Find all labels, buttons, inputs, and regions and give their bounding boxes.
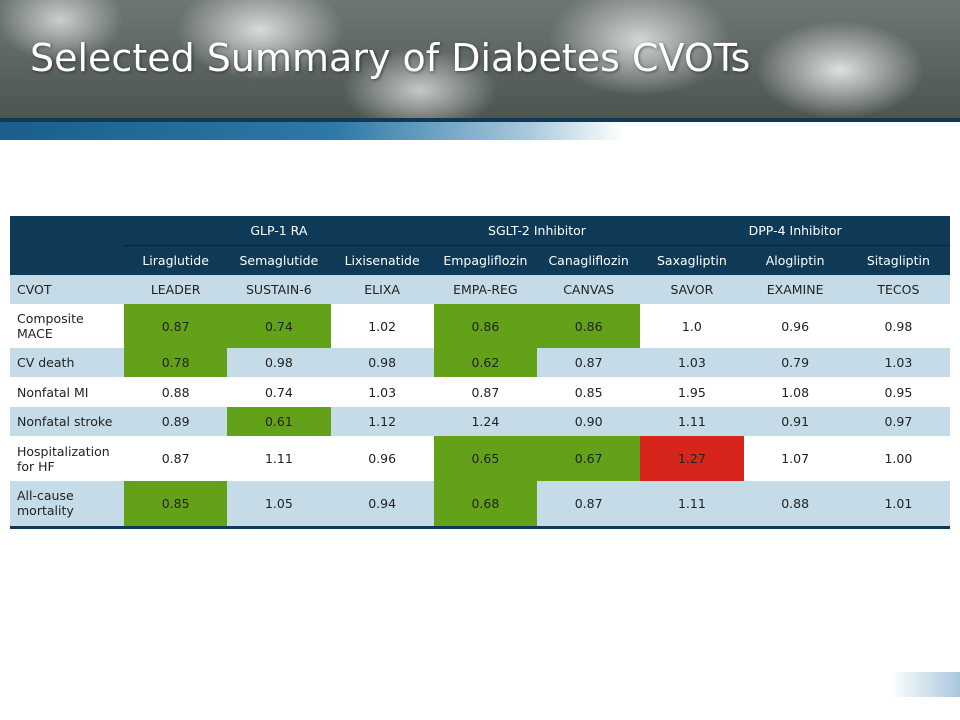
hazard-ratio-cell: 0.87: [433, 377, 537, 407]
header-banner-image: [0, 0, 960, 120]
row-label: All-cause mortality: [10, 481, 124, 527]
drug-header: Semaglutide: [227, 244, 331, 275]
hazard-ratio-cell: 1.11: [227, 436, 331, 481]
cvot-summary-table: GLP-1 RA SGLT-2 Inhibitor DPP-4 Inhibitor L…: [10, 216, 950, 529]
slide-title: Selected Summary of Diabetes CVOTs: [30, 36, 751, 80]
drug-header: Sitagliptin: [846, 244, 950, 275]
hazard-ratio-cell: 1.03: [640, 348, 744, 377]
hazard-ratio-cell: 1.05: [227, 481, 331, 527]
hazard-ratio-cell: 1.03: [330, 377, 434, 407]
table-row: Nonfatal MI 0.88 0.74 1.03 0.87 0.85 1.95 1.08 0…: [10, 377, 950, 407]
empty-header-cell: [10, 216, 124, 245]
trial-name-cell: EXAMINE: [743, 275, 847, 304]
hazard-ratio-cell: 0.98: [227, 348, 331, 377]
hazard-ratio-cell: 0.98: [846, 304, 950, 348]
hazard-ratio-cell: 1.02: [330, 304, 434, 348]
hazard-ratio-cell: 0.89: [124, 407, 228, 436]
hazard-ratio-cell: 1.11: [640, 481, 744, 527]
hazard-ratio-cell: 0.74: [227, 377, 331, 407]
table-row: Composite MACE 0.87 0.74 1.02 0.86 0.86 1.0 0.9…: [10, 304, 950, 348]
hazard-ratio-cell: 1.27: [640, 436, 744, 481]
hazard-ratio-cell: 1.95: [640, 377, 744, 407]
trial-name-cell: SAVOR: [640, 275, 744, 304]
drug-header: Alogliptin: [743, 244, 847, 275]
drug-header: Liraglutide: [124, 244, 228, 275]
trial-name-cell: ELIXA: [330, 275, 434, 304]
hazard-ratio-cell: 0.87: [124, 436, 228, 481]
header-accent-bar: [0, 118, 960, 140]
table-row: Hospitalization for HF 0.87 1.11 0.96 0.65 0.…: [10, 436, 950, 481]
hazard-ratio-cell: 0.86: [537, 304, 641, 348]
trial-name-cell: LEADER: [124, 275, 228, 304]
hazard-ratio-cell: 0.67: [537, 436, 641, 481]
hazard-ratio-cell: 1.01: [846, 481, 950, 527]
drug-header: Lixisenatide: [330, 244, 434, 275]
hazard-ratio-cell: 1.24: [433, 407, 537, 436]
drug-header: Canagliflozin: [537, 244, 641, 275]
hazard-ratio-cell: 0.87: [537, 481, 641, 527]
hazard-ratio-cell: 0.98: [330, 348, 434, 377]
row-label: Nonfatal stroke: [10, 407, 124, 436]
hazard-ratio-cell: 0.86: [433, 304, 537, 348]
hazard-ratio-cell: 1.03: [846, 348, 950, 377]
hazard-ratio-cell: 0.90: [537, 407, 641, 436]
hazard-ratio-cell: 0.88: [743, 481, 847, 527]
hazard-ratio-cell: 0.97: [846, 407, 950, 436]
row-label: Composite MACE: [10, 304, 124, 348]
hazard-ratio-cell: 1.12: [330, 407, 434, 436]
table-row: All-cause mortality 0.85 1.05 0.94 0.68 0.87 1…: [10, 481, 950, 527]
hazard-ratio-cell: 0.61: [227, 407, 331, 436]
trial-name-cell: TECOS: [846, 275, 950, 304]
table-row: Nonfatal stroke 0.89 0.61 1.12 1.24 0.90 1.11 0…: [10, 407, 950, 436]
hazard-ratio-cell: 0.87: [124, 304, 228, 348]
hazard-ratio-cell: 0.87: [537, 348, 641, 377]
hazard-ratio-cell: 0.94: [330, 481, 434, 527]
hazard-ratio-cell: 1.00: [846, 436, 950, 481]
empty-header-cell: [10, 245, 124, 275]
row-label: CVOT: [10, 275, 124, 304]
hazard-ratio-cell: 0.95: [846, 377, 950, 407]
drug-class-header: GLP-1 RA: [124, 216, 434, 245]
hazard-ratio-cell: 0.96: [330, 436, 434, 481]
hazard-ratio-cell: 0.79: [743, 348, 847, 377]
hazard-ratio-cell: 0.85: [537, 377, 641, 407]
hazard-ratio-cell: 0.68: [433, 481, 537, 527]
hazard-ratio-cell: 0.65: [433, 436, 537, 481]
hazard-ratio-cell: 0.96: [743, 304, 847, 348]
drug-class-header: DPP-4 Inhibitor: [640, 216, 950, 245]
drug-header-row: Liraglutide Semaglutide Lixisenatide Empagl…: [10, 244, 950, 275]
hazard-ratio-cell: 1.11: [640, 407, 744, 436]
corner-decoration: [890, 672, 960, 697]
hazard-ratio-cell: 0.88: [124, 377, 228, 407]
cvot-row: CVOT LEADER SUSTAIN-6 ELIXA EMPA-REG CANVAS SA…: [10, 275, 950, 304]
trial-name-cell: SUSTAIN-6: [227, 275, 331, 304]
hazard-ratio-cell: 0.74: [227, 304, 331, 348]
row-label: Hospitalization for HF: [10, 436, 124, 481]
trial-name-cell: CANVAS: [537, 275, 641, 304]
hazard-ratio-cell: 0.91: [743, 407, 847, 436]
hazard-ratio-cell: 1.08: [743, 377, 847, 407]
hazard-ratio-cell: 1.07: [743, 436, 847, 481]
row-label: CV death: [10, 348, 124, 377]
drug-class-header-row: GLP-1 RA SGLT-2 Inhibitor DPP-4 Inhibitor: [10, 216, 950, 245]
hazard-ratio-cell: 0.62: [433, 348, 537, 377]
drug-header: Saxagliptin: [640, 244, 744, 275]
hazard-ratio-cell: 1.0: [640, 304, 744, 348]
hazard-ratio-cell: 0.78: [124, 348, 228, 377]
trial-name-cell: EMPA-REG: [433, 275, 537, 304]
row-label: Nonfatal MI: [10, 377, 124, 407]
table-row: CV death 0.78 0.98 0.98 0.62 0.87 1.03 0.79 1.03: [10, 348, 950, 377]
drug-header: Empagliflozin: [433, 244, 537, 275]
drug-class-header: SGLT-2 Inhibitor: [433, 216, 641, 245]
hazard-ratio-cell: 0.85: [124, 481, 228, 527]
